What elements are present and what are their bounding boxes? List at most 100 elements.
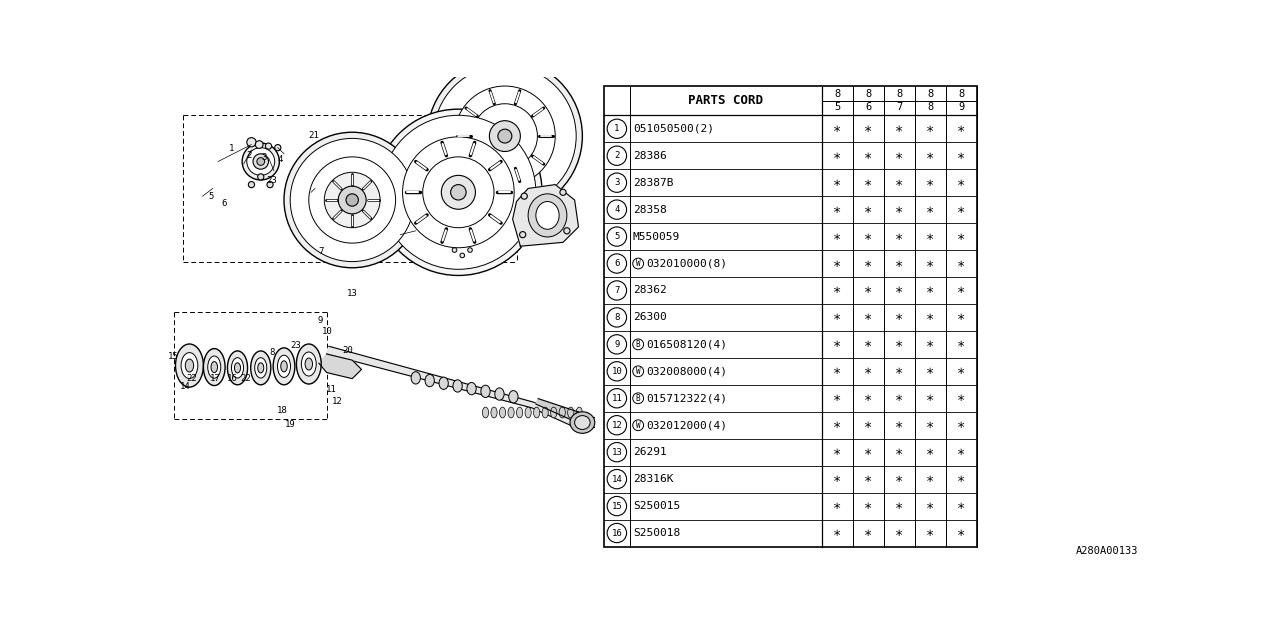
Text: 28316K: 28316K: [632, 474, 673, 484]
Ellipse shape: [207, 356, 220, 378]
Ellipse shape: [492, 407, 497, 418]
Circle shape: [257, 157, 265, 165]
Text: 19: 19: [285, 420, 296, 429]
Text: 18: 18: [276, 406, 288, 415]
Circle shape: [257, 174, 264, 180]
Text: 7: 7: [614, 286, 620, 295]
Circle shape: [467, 248, 472, 252]
Text: S250018: S250018: [632, 528, 680, 538]
Text: ∗: ∗: [957, 337, 965, 351]
Text: ∗: ∗: [957, 175, 965, 189]
Text: 12: 12: [332, 397, 343, 406]
Text: ∗: ∗: [864, 230, 873, 244]
Text: ∗: ∗: [833, 203, 841, 216]
Text: 28386: 28386: [632, 151, 667, 161]
Text: ∗: ∗: [864, 364, 873, 378]
Ellipse shape: [186, 359, 193, 372]
Text: W: W: [636, 420, 640, 429]
Text: ∗: ∗: [957, 526, 965, 540]
Ellipse shape: [481, 385, 490, 397]
Text: ∗: ∗: [957, 230, 965, 244]
Ellipse shape: [280, 361, 287, 372]
Text: 5: 5: [209, 191, 214, 200]
Text: ∗: ∗: [833, 257, 841, 271]
Text: 8: 8: [896, 89, 902, 99]
Circle shape: [255, 141, 264, 148]
Text: ∗: ∗: [927, 310, 934, 324]
Ellipse shape: [434, 65, 576, 207]
Ellipse shape: [453, 380, 462, 392]
Circle shape: [632, 420, 644, 431]
Text: ∗: ∗: [895, 526, 904, 540]
Text: 13: 13: [347, 289, 357, 298]
Ellipse shape: [428, 59, 582, 213]
Text: 4: 4: [278, 155, 283, 164]
Text: 10: 10: [321, 327, 333, 336]
Text: 26291: 26291: [632, 447, 667, 457]
Text: 1: 1: [229, 144, 234, 153]
Text: ∗: ∗: [927, 175, 934, 189]
Ellipse shape: [411, 372, 420, 384]
Text: 6: 6: [221, 200, 227, 209]
Text: ∗: ∗: [927, 526, 934, 540]
Text: 28387B: 28387B: [632, 178, 673, 188]
Text: 032010000(8): 032010000(8): [646, 259, 727, 269]
Text: ∗: ∗: [927, 203, 934, 216]
Circle shape: [520, 232, 526, 237]
Text: ∗: ∗: [864, 122, 873, 136]
Text: ∗: ∗: [864, 203, 873, 216]
Ellipse shape: [255, 358, 266, 378]
Ellipse shape: [508, 390, 518, 403]
Ellipse shape: [425, 374, 434, 387]
Ellipse shape: [508, 407, 515, 418]
Text: 8: 8: [865, 89, 872, 99]
Ellipse shape: [291, 138, 415, 262]
Text: 051050500(2): 051050500(2): [632, 124, 714, 134]
Text: ∗: ∗: [895, 122, 904, 136]
Ellipse shape: [550, 407, 557, 418]
Ellipse shape: [525, 407, 531, 418]
Text: ∗: ∗: [833, 391, 841, 405]
Circle shape: [607, 281, 627, 300]
Ellipse shape: [576, 407, 582, 418]
Text: 15: 15: [612, 502, 622, 511]
Text: 12: 12: [612, 420, 622, 429]
Text: ∗: ∗: [927, 284, 934, 298]
Ellipse shape: [498, 129, 512, 143]
Text: ∗: ∗: [927, 472, 934, 486]
Ellipse shape: [228, 351, 247, 385]
Ellipse shape: [517, 407, 522, 418]
Text: 21: 21: [308, 131, 320, 140]
Circle shape: [247, 148, 275, 175]
Text: ∗: ∗: [957, 148, 965, 163]
Text: ∗: ∗: [833, 122, 841, 136]
Ellipse shape: [257, 363, 264, 373]
Text: 2: 2: [614, 151, 620, 160]
Text: ∗: ∗: [927, 445, 934, 459]
Text: 8: 8: [835, 89, 841, 99]
Circle shape: [253, 154, 269, 169]
Text: ∗: ∗: [833, 148, 841, 163]
Text: 11: 11: [612, 394, 622, 403]
Ellipse shape: [483, 407, 489, 418]
Circle shape: [632, 393, 644, 404]
Text: 6: 6: [614, 259, 620, 268]
Ellipse shape: [324, 172, 380, 228]
Text: 8: 8: [959, 89, 964, 99]
Text: ∗: ∗: [957, 257, 965, 271]
Text: ∗: ∗: [864, 310, 873, 324]
Ellipse shape: [559, 407, 566, 418]
Text: ∗: ∗: [957, 203, 965, 216]
Ellipse shape: [454, 86, 556, 186]
Circle shape: [460, 253, 465, 258]
Circle shape: [563, 228, 570, 234]
Text: 7: 7: [317, 247, 324, 256]
Text: ∗: ∗: [895, 203, 904, 216]
Ellipse shape: [305, 358, 312, 370]
Text: ∗: ∗: [864, 472, 873, 486]
Text: ∗: ∗: [864, 284, 873, 298]
Text: 015712322(4): 015712322(4): [646, 393, 727, 403]
Ellipse shape: [273, 348, 294, 385]
Polygon shape: [512, 184, 579, 246]
Text: ∗: ∗: [833, 337, 841, 351]
